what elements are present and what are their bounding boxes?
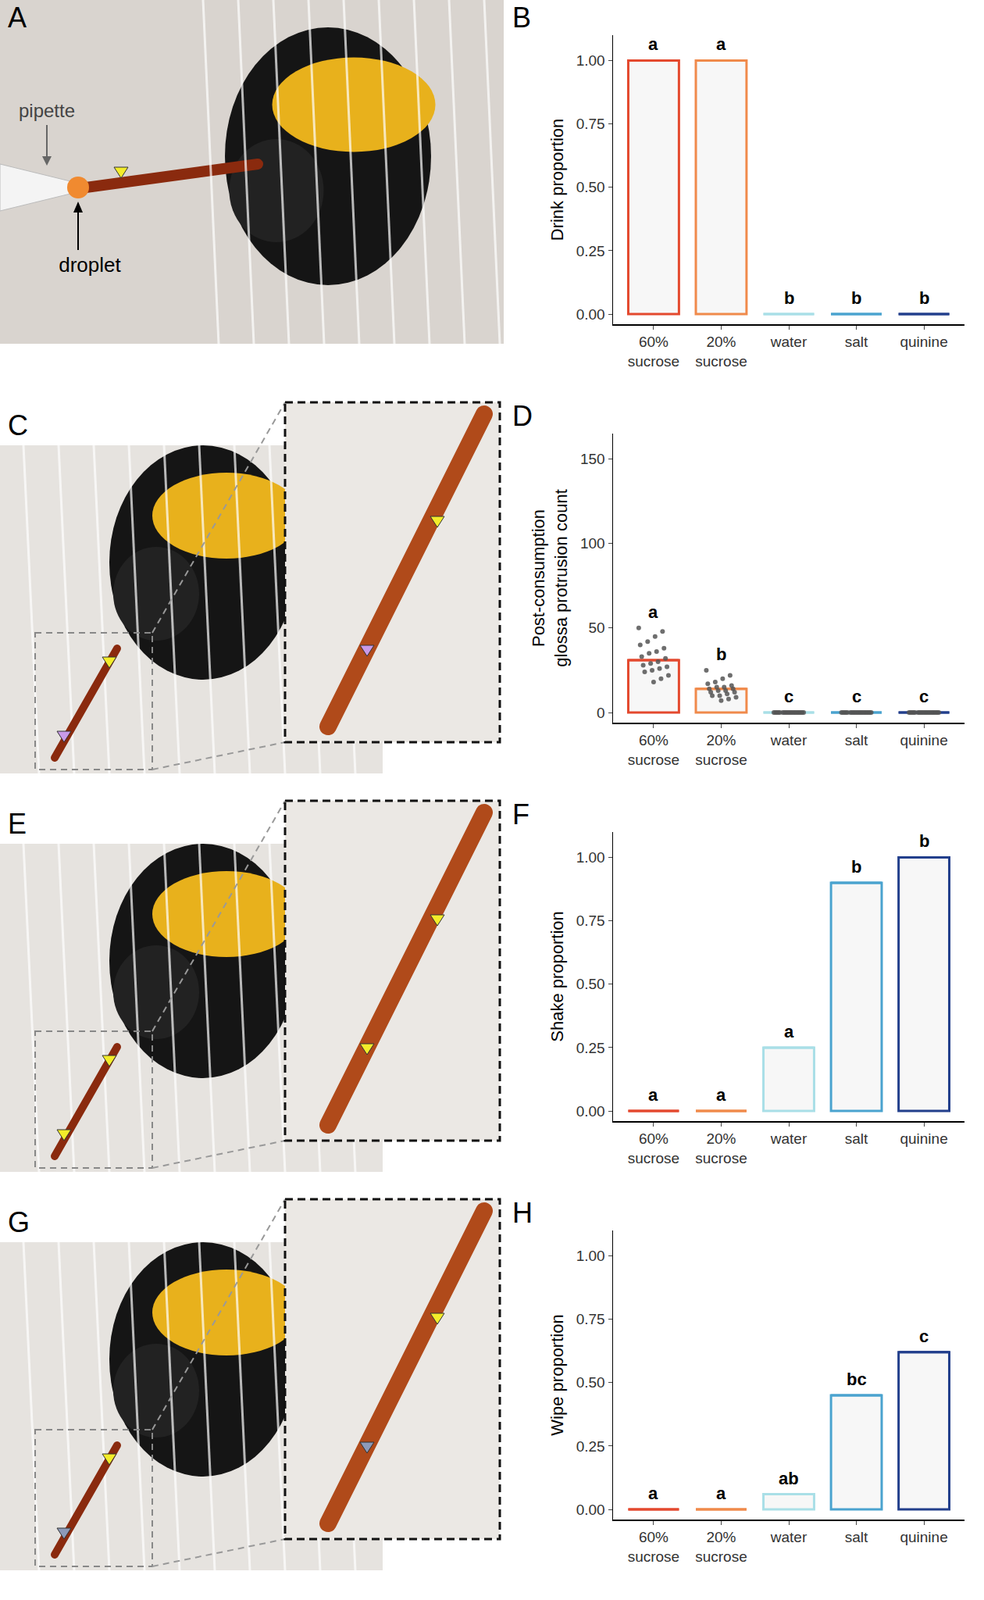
svg-text:quinine: quinine bbox=[899, 333, 948, 350]
svg-text:0.50: 0.50 bbox=[576, 1373, 606, 1391]
svg-text:a: a bbox=[648, 1084, 659, 1105]
svg-text:20%sucrose: 20%sucrose bbox=[695, 1130, 748, 1166]
svg-text:0.00: 0.00 bbox=[576, 1102, 606, 1120]
svg-text:droplet: droplet bbox=[58, 253, 122, 277]
html-text:A: A bbox=[7, 1, 27, 34]
svg-text:1.00: 1.00 bbox=[576, 848, 606, 866]
svg-text:0.75: 0.75 bbox=[576, 912, 606, 929]
svg-text:a: a bbox=[648, 602, 659, 622]
svg-text:0.75: 0.75 bbox=[576, 115, 606, 132]
svg-text:salt: salt bbox=[844, 1130, 869, 1147]
html-text:C: C bbox=[7, 409, 29, 442]
svg-text:20%sucrose: 20%sucrose bbox=[695, 333, 748, 370]
svg-text:50: 50 bbox=[588, 619, 606, 636]
svg-text:water: water bbox=[770, 333, 808, 350]
svg-text:a: a bbox=[648, 34, 659, 54]
svg-text:20%sucrose: 20%sucrose bbox=[695, 731, 748, 768]
svg-text:salt: salt bbox=[844, 731, 869, 749]
svg-text:Post-consumptionglossa protrus: Post-consumptionglossa protrusion count bbox=[528, 488, 571, 667]
svg-text:60%sucrose: 60%sucrose bbox=[627, 1130, 681, 1166]
svg-text:0.25: 0.25 bbox=[576, 1039, 606, 1056]
svg-text:0.25: 0.25 bbox=[576, 242, 606, 260]
svg-text:b: b bbox=[919, 288, 930, 308]
svg-text:1.00: 1.00 bbox=[576, 1247, 606, 1264]
svg-text:bc: bc bbox=[846, 1369, 867, 1389]
svg-text:0.50: 0.50 bbox=[576, 975, 606, 992]
svg-text:c: c bbox=[919, 1326, 929, 1346]
svg-text:quinine: quinine bbox=[899, 1130, 948, 1147]
svg-text:0.00: 0.00 bbox=[576, 306, 606, 323]
svg-text:Drink proportion: Drink proportion bbox=[547, 118, 567, 242]
svg-text:0: 0 bbox=[596, 704, 606, 721]
svg-text:0.25: 0.25 bbox=[576, 1437, 606, 1455]
svg-text:a: a bbox=[716, 34, 727, 54]
svg-text:a: a bbox=[648, 1483, 659, 1503]
svg-text:a: a bbox=[716, 1084, 727, 1105]
svg-text:1.00: 1.00 bbox=[576, 52, 606, 69]
svg-text:quinine: quinine bbox=[899, 1528, 948, 1545]
svg-text:salt: salt bbox=[844, 1528, 869, 1545]
svg-text:Shake proportion: Shake proportion bbox=[547, 910, 567, 1042]
svg-text:quinine: quinine bbox=[899, 731, 948, 749]
svg-text:pipette: pipette bbox=[18, 99, 75, 122]
svg-text:a: a bbox=[716, 1483, 727, 1503]
svg-text:Wipe proportion: Wipe proportion bbox=[547, 1313, 567, 1435]
svg-text:60%sucrose: 60%sucrose bbox=[627, 1528, 681, 1565]
html-text:H: H bbox=[512, 1196, 533, 1229]
svg-text:water: water bbox=[770, 1130, 808, 1147]
svg-text:ab: ab bbox=[778, 1468, 799, 1488]
svg-text:0.75: 0.75 bbox=[576, 1310, 606, 1327]
html-text:G: G bbox=[7, 1205, 30, 1238]
svg-text:water: water bbox=[770, 1528, 808, 1545]
svg-text:water: water bbox=[770, 731, 808, 749]
svg-text:b: b bbox=[851, 856, 862, 877]
html-text:B: B bbox=[512, 1, 532, 34]
svg-text:20%sucrose: 20%sucrose bbox=[695, 1528, 748, 1565]
html-text:E: E bbox=[7, 807, 27, 840]
html-text:D: D bbox=[512, 399, 533, 432]
svg-text:b: b bbox=[716, 644, 727, 664]
svg-text:100: 100 bbox=[580, 534, 606, 552]
svg-text:c: c bbox=[852, 686, 862, 706]
svg-text:60%sucrose: 60%sucrose bbox=[627, 333, 681, 370]
svg-text:salt: salt bbox=[844, 333, 869, 350]
svg-text:0.00: 0.00 bbox=[576, 1500, 606, 1518]
svg-text:a: a bbox=[784, 1021, 795, 1042]
svg-text:c: c bbox=[784, 686, 794, 706]
svg-text:0.50: 0.50 bbox=[576, 178, 606, 196]
html-text:F: F bbox=[512, 798, 530, 831]
svg-text:c: c bbox=[919, 686, 929, 706]
svg-text:60%sucrose: 60%sucrose bbox=[627, 731, 681, 768]
svg-text:b: b bbox=[919, 830, 930, 851]
svg-text:150: 150 bbox=[580, 450, 606, 468]
svg-text:b: b bbox=[851, 288, 862, 308]
svg-text:b: b bbox=[784, 288, 795, 308]
